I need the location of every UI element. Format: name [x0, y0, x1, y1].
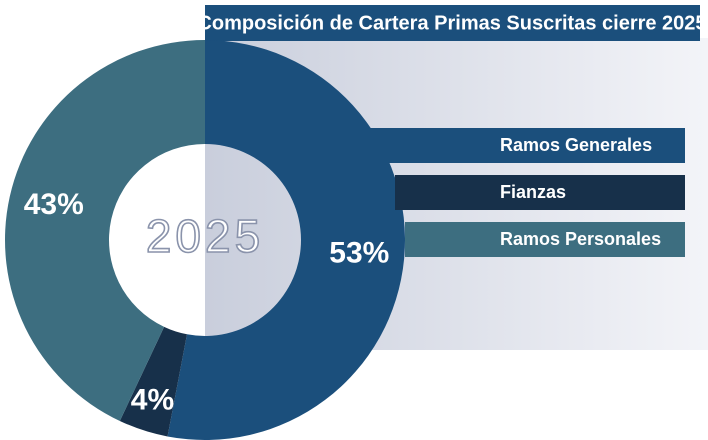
- value-label: 4%: [131, 384, 174, 417]
- legend-swatch: [395, 175, 685, 210]
- legend-label: Fianzas: [500, 182, 566, 202]
- legend-swatch: [370, 128, 685, 163]
- legend-swatch: [405, 222, 685, 257]
- legend: Ramos Generales Fianzas Ramos Personales: [370, 128, 685, 257]
- donut-segment: [4, 40, 205, 421]
- center-label: 2025: [146, 210, 264, 262]
- legend-label: Ramos Generales: [500, 135, 652, 155]
- donut-segment: [167, 40, 406, 440]
- donut: 53% 4% 43% 2025: [4, 40, 406, 440]
- value-label: 43%: [24, 188, 84, 221]
- donut-segment: [119, 326, 188, 437]
- title-bar: [205, 5, 700, 41]
- chart-title: Composición de Cartera Primas Suscritas …: [197, 12, 706, 34]
- value-label: 53%: [329, 237, 389, 270]
- legend-label: Ramos Personales: [500, 229, 661, 249]
